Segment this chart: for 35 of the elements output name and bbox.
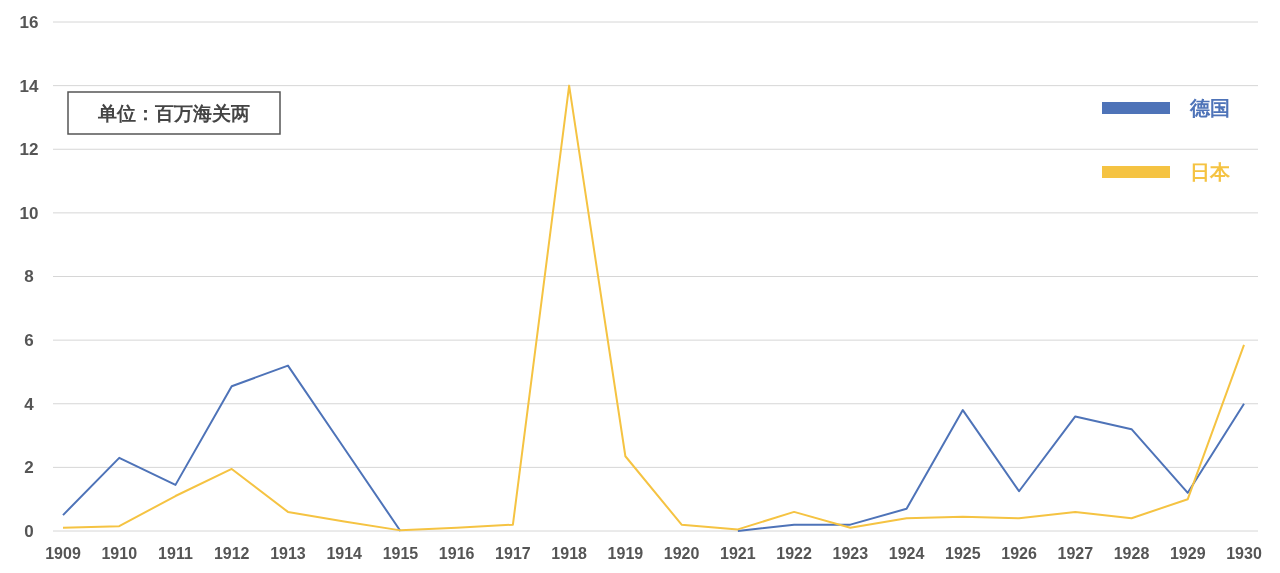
- x-tick-label: 1917: [495, 545, 531, 562]
- x-tick-label: 1912: [213, 545, 250, 562]
- x-tick-label: 1923: [832, 545, 869, 562]
- x-tick-label: 1918: [551, 545, 588, 562]
- x-tick-label: 1924: [888, 545, 925, 562]
- legend-label: 德国: [1189, 97, 1230, 119]
- x-tick-label: 1915: [382, 545, 419, 562]
- x-tick-label: 1914: [326, 545, 363, 562]
- x-tick-label: 1916: [438, 545, 475, 562]
- line-series: [62, 84, 1245, 532]
- y-tick-label: 0: [24, 521, 34, 541]
- y-tick-label: 10: [19, 203, 39, 223]
- y-tick-label: 14: [19, 76, 39, 96]
- annotation: 单位：百万海关两: [97, 102, 250, 124]
- x-tick-label: 1913: [270, 545, 306, 562]
- x-tick-label: 1926: [1001, 545, 1037, 562]
- x-tick-label: 1921: [720, 545, 756, 562]
- y-tick-label: 12: [19, 140, 39, 160]
- y-tick-label: 6: [24, 331, 34, 351]
- x-tick-label: 1920: [663, 545, 700, 562]
- legend-label: 日本: [1190, 161, 1231, 183]
- y-tick-label: 8: [24, 267, 34, 287]
- x-tick-label: 1927: [1057, 545, 1094, 562]
- x-tick-label: 1909: [45, 545, 81, 562]
- x-tick-label: 1919: [607, 545, 644, 562]
- x-tick-label: 1929: [1169, 545, 1206, 562]
- y-tick-label: 2: [24, 458, 34, 478]
- y-tick-label: 16: [19, 12, 39, 32]
- y-tick-label: 4: [24, 394, 35, 414]
- x-tick-label: 1911: [158, 545, 193, 562]
- x-tick-label: 1922: [776, 545, 812, 562]
- x-tick-label: 1910: [101, 545, 138, 562]
- x-tick-label: 1928: [1113, 545, 1150, 562]
- x-tick-label: 1930: [1226, 545, 1262, 562]
- x-tick-label: 1925: [945, 545, 981, 562]
